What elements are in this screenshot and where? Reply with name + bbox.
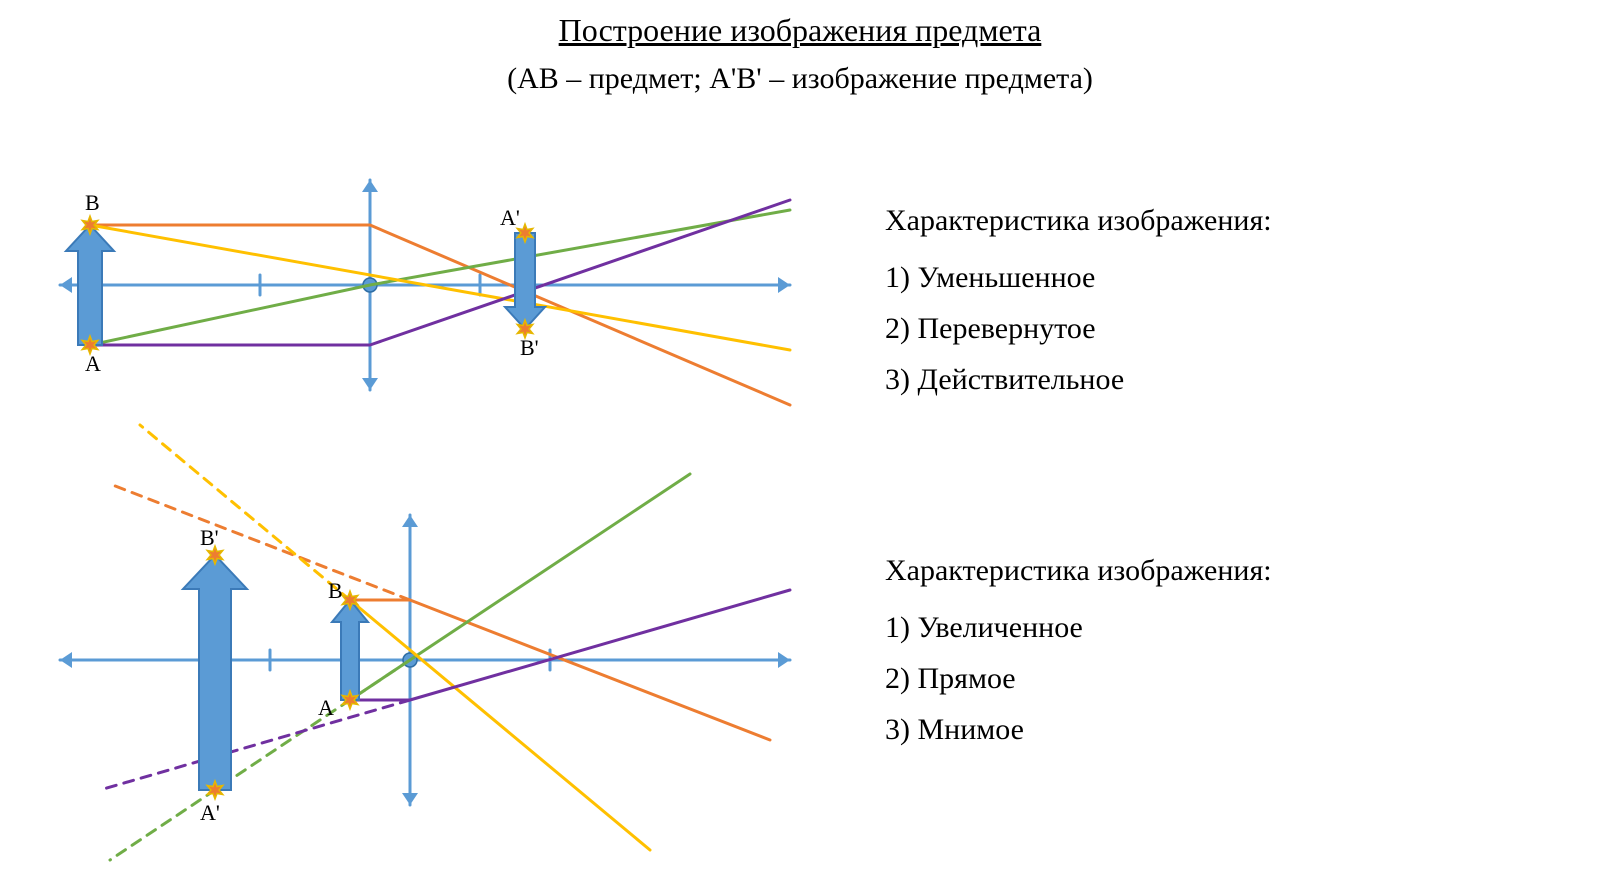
characteristics-2-head: Характеристика изображения: xyxy=(885,545,1272,596)
svg-text:B: B xyxy=(85,190,100,215)
svg-text:A': A' xyxy=(500,205,520,230)
svg-text:A: A xyxy=(318,695,334,720)
characteristics-1-item: 2) Перевернутое xyxy=(885,303,1272,354)
diagram-2: A B A' B' xyxy=(50,460,810,860)
characteristics-2-item: 2) Прямое xyxy=(885,653,1272,704)
characteristics-2: Характеристика изображения: 1) Увеличенн… xyxy=(885,545,1272,755)
page: Построение изображения предмета (АВ – пр… xyxy=(0,0,1600,888)
svg-text:B: B xyxy=(328,578,343,603)
characteristics-1-head: Характеристика изображения: xyxy=(885,195,1272,246)
page-subtitle: (АВ – предмет; А'B' – изображение предме… xyxy=(0,62,1600,96)
characteristics-2-item: 3) Мнимое xyxy=(885,704,1272,755)
page-title: Построение изображения предмета xyxy=(0,12,1600,49)
svg-text:B': B' xyxy=(520,335,539,360)
characteristics-1: Характеристика изображения: 1) Уменьшенн… xyxy=(885,195,1272,405)
svg-text:A': A' xyxy=(200,800,220,825)
diagram-1: A B A' B' xyxy=(50,155,810,425)
svg-text:A: A xyxy=(85,351,101,376)
svg-text:B': B' xyxy=(200,525,219,550)
characteristics-1-item: 3) Действительное xyxy=(885,354,1272,405)
characteristics-2-item: 1) Увеличенное xyxy=(885,602,1272,653)
characteristics-1-item: 1) Уменьшенное xyxy=(885,252,1272,303)
